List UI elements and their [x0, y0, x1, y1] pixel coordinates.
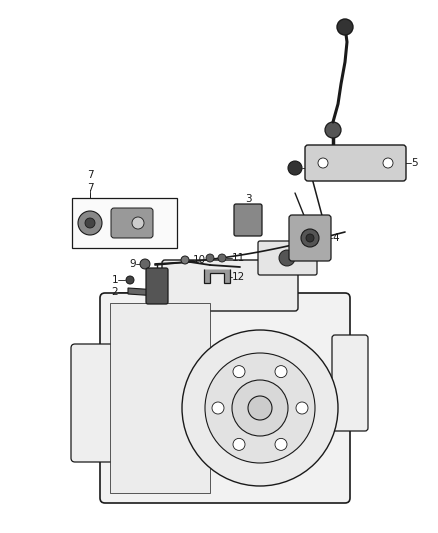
Circle shape [325, 122, 341, 138]
Circle shape [181, 256, 189, 264]
Text: 7: 7 [87, 183, 93, 193]
Circle shape [126, 276, 134, 284]
Text: 2: 2 [111, 287, 118, 297]
Bar [72, 198, 177, 248]
Circle shape [85, 218, 95, 228]
Circle shape [279, 250, 295, 266]
Text: 12: 12 [232, 272, 245, 282]
Circle shape [337, 19, 353, 35]
Polygon shape [204, 269, 230, 283]
Circle shape [288, 161, 302, 175]
Circle shape [306, 234, 314, 242]
Circle shape [301, 229, 319, 247]
Circle shape [383, 158, 393, 168]
FancyBboxPatch shape [100, 293, 350, 503]
Circle shape [248, 396, 272, 420]
FancyBboxPatch shape [234, 204, 262, 236]
Circle shape [218, 254, 226, 262]
Circle shape [132, 217, 144, 229]
Circle shape [212, 402, 224, 414]
Circle shape [232, 380, 288, 436]
FancyBboxPatch shape [111, 208, 153, 238]
Circle shape [78, 211, 102, 235]
Circle shape [206, 254, 214, 262]
Text: 7: 7 [87, 170, 93, 180]
FancyBboxPatch shape [71, 344, 114, 462]
FancyBboxPatch shape [162, 260, 298, 311]
Circle shape [318, 158, 328, 168]
Circle shape [140, 259, 150, 269]
Circle shape [233, 438, 245, 450]
Circle shape [296, 402, 308, 414]
Circle shape [182, 330, 338, 486]
Text: 3: 3 [245, 194, 251, 204]
FancyBboxPatch shape [305, 145, 406, 181]
Polygon shape [128, 288, 158, 296]
FancyBboxPatch shape [258, 241, 317, 275]
Circle shape [275, 438, 287, 450]
Circle shape [233, 366, 245, 377]
Bar [110, 303, 210, 493]
Text: 1: 1 [111, 275, 118, 285]
FancyBboxPatch shape [289, 215, 331, 261]
Text: 6: 6 [350, 163, 357, 173]
Text: 8: 8 [111, 199, 117, 209]
FancyBboxPatch shape [332, 335, 368, 431]
Text: 4: 4 [332, 233, 339, 243]
Text: 11: 11 [232, 253, 245, 263]
Circle shape [275, 366, 287, 377]
Text: 10: 10 [193, 255, 206, 265]
Circle shape [205, 353, 315, 463]
FancyBboxPatch shape [146, 268, 168, 304]
Text: 5: 5 [411, 158, 417, 168]
Text: 9: 9 [129, 259, 136, 269]
